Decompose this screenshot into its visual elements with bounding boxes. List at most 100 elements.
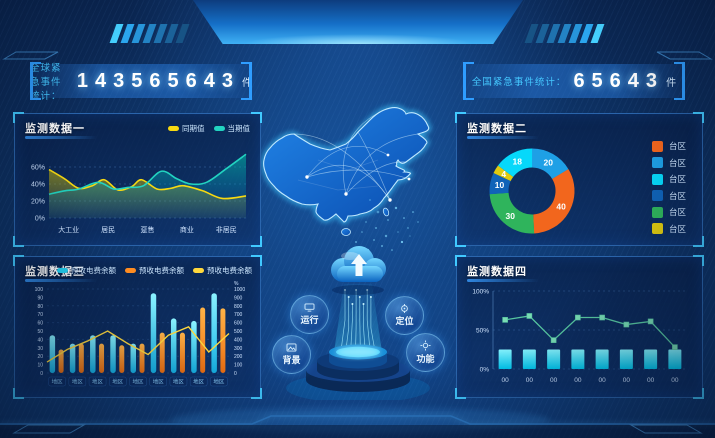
svg-text:60: 60 — [37, 321, 43, 327]
image-icon — [286, 343, 297, 352]
svg-text:50: 50 — [37, 329, 43, 335]
hud-button-label: 定位 — [395, 316, 414, 326]
svg-text:地区: 地区 — [92, 378, 104, 386]
svg-text:地区: 地区 — [72, 378, 84, 386]
bracket-decoration — [674, 62, 685, 100]
svg-text:0%: 0% — [480, 367, 490, 374]
svg-text:地区: 地区 — [132, 378, 144, 386]
svg-text:10: 10 — [495, 180, 505, 190]
svg-text:00: 00 — [550, 377, 558, 384]
svg-text:趸售: 趸售 — [141, 225, 155, 234]
svg-text:80: 80 — [37, 304, 43, 310]
svg-text:00: 00 — [671, 377, 679, 384]
svg-text:4: 4 — [501, 169, 506, 179]
svg-text:200: 200 — [234, 354, 243, 360]
gear-icon — [420, 340, 431, 351]
svg-text:100: 100 — [234, 363, 243, 369]
panel-title: 监测数据二 — [467, 120, 539, 139]
bracket-decoration — [463, 62, 474, 100]
platform — [306, 344, 410, 392]
function-button[interactable]: 功能 — [406, 333, 445, 372]
svg-text:0: 0 — [40, 371, 43, 377]
legend-swatch — [651, 223, 663, 234]
svg-text:地区: 地区 — [193, 378, 205, 386]
locate-button[interactable]: 定位 — [385, 296, 424, 335]
legend-item[interactable]: 当期值 — [213, 123, 250, 134]
legend-swatch — [651, 206, 663, 218]
national-events-counter: 全国紧急事件统计： 65643 件 — [463, 62, 685, 100]
panel-title: 监测数据四 — [467, 263, 539, 282]
area-chart-monitor1: 0% 20% 40% 60% 大工业 居民 趸售 商业 非居民 — [31, 153, 247, 234]
svg-text:100%: 100% — [472, 289, 489, 296]
hainan-island — [341, 228, 351, 236]
legend-item[interactable]: 台区 — [651, 157, 686, 169]
legend-item[interactable]: 台区 — [651, 190, 686, 202]
svg-text:100: 100 — [35, 287, 44, 293]
bracket-decoration — [241, 62, 252, 100]
svg-text:居民: 居民 — [101, 226, 115, 234]
legend-item[interactable]: 预收电费余额 — [125, 265, 184, 276]
svg-text:00: 00 — [502, 377, 510, 384]
legend-swatch — [651, 190, 663, 201]
panel-monitor4: 监测数据四 0% 50% 100% 00 00 00 00 00 00 00 00 — [455, 255, 704, 399]
edge-chevron-top-right — [656, 51, 713, 60]
legend-item[interactable]: 预收电费余额 — [57, 265, 116, 276]
donut-chart-monitor2: 20 40 30 104 18 — [489, 148, 575, 234]
svg-text:600: 600 — [234, 321, 243, 327]
svg-text:20: 20 — [37, 354, 43, 360]
legend-item[interactable]: 同期值 — [168, 123, 205, 134]
svg-text:400: 400 — [234, 337, 243, 343]
legend-item[interactable]: 台区 — [651, 173, 686, 185]
svg-text:18: 18 — [513, 156, 523, 166]
hud-button-label: 运行 — [300, 315, 319, 325]
background-button[interactable]: 背景 — [272, 335, 311, 374]
svg-text:20: 20 — [544, 157, 554, 167]
legend-item[interactable]: 台区 — [651, 206, 686, 218]
svg-text:00: 00 — [526, 377, 534, 384]
legend: 同期值 当期值 — [168, 123, 250, 134]
svg-text:1000: 1000 — [234, 287, 245, 293]
svg-text:00: 00 — [599, 377, 607, 384]
panel-monitor1: 监测数据一 同期值 当期值 0% 20% 40% 60% 大工业 居民 趸售 商业 非居民 — [13, 112, 262, 247]
panel-monitor2: 监测数据二 20 40 30 10 4 18 台区 台区 台区 台区 台区 台区 — [455, 112, 704, 247]
svg-text:地区: 地区 — [213, 378, 225, 386]
counter-value: 65643 — [573, 69, 665, 92]
svg-text:地区: 地区 — [52, 378, 64, 386]
panel-title: 监测数据一 — [25, 120, 97, 139]
taiwan-island — [382, 207, 390, 217]
run-button[interactable]: 运行 — [290, 295, 329, 334]
svg-text:900: 900 — [234, 295, 243, 301]
svg-text:20%: 20% — [31, 199, 45, 206]
counter-label: 全国紧急事件统计： — [471, 77, 567, 88]
svg-text:00: 00 — [574, 377, 582, 384]
svg-text:地区: 地区 — [173, 378, 185, 386]
bracket-decoration — [30, 62, 41, 100]
cloud-upload — [331, 246, 386, 295]
legend-item[interactable]: 预收电费余额 — [193, 265, 252, 276]
svg-text:50%: 50% — [476, 328, 489, 335]
svg-text:0%: 0% — [35, 216, 45, 223]
legend-label: 台区 — [668, 190, 686, 201]
panel-monitor3: 监测数据三 预收电费余额 预收电费余额 预收电费余额 0 10 20 30 40 50 60… — [13, 255, 262, 399]
edge-chevron-top-left — [2, 51, 59, 60]
legend-swatch — [651, 173, 663, 185]
svg-text:30: 30 — [37, 346, 43, 352]
svg-text:40: 40 — [556, 202, 566, 212]
svg-text:00: 00 — [623, 377, 631, 384]
svg-text:70: 70 — [37, 312, 43, 318]
location-icon — [401, 304, 408, 313]
svg-text:800: 800 — [234, 304, 243, 310]
legend-item[interactable]: 台区 — [651, 140, 686, 152]
legend: 预收电费余额 预收电费余额 预收电费余额 — [57, 265, 252, 276]
legend-item[interactable]: 台区 — [651, 223, 686, 235]
svg-text:500: 500 — [234, 329, 243, 335]
svg-text:40: 40 — [37, 337, 43, 343]
header-stripes-right — [524, 24, 605, 43]
header-stripes-left — [109, 24, 190, 43]
header-banner — [193, 0, 523, 44]
svg-text:地区: 地区 — [153, 378, 165, 386]
svg-text:非居民: 非居民 — [216, 225, 237, 234]
svg-text:90: 90 — [37, 295, 43, 301]
china-map — [261, 105, 431, 236]
